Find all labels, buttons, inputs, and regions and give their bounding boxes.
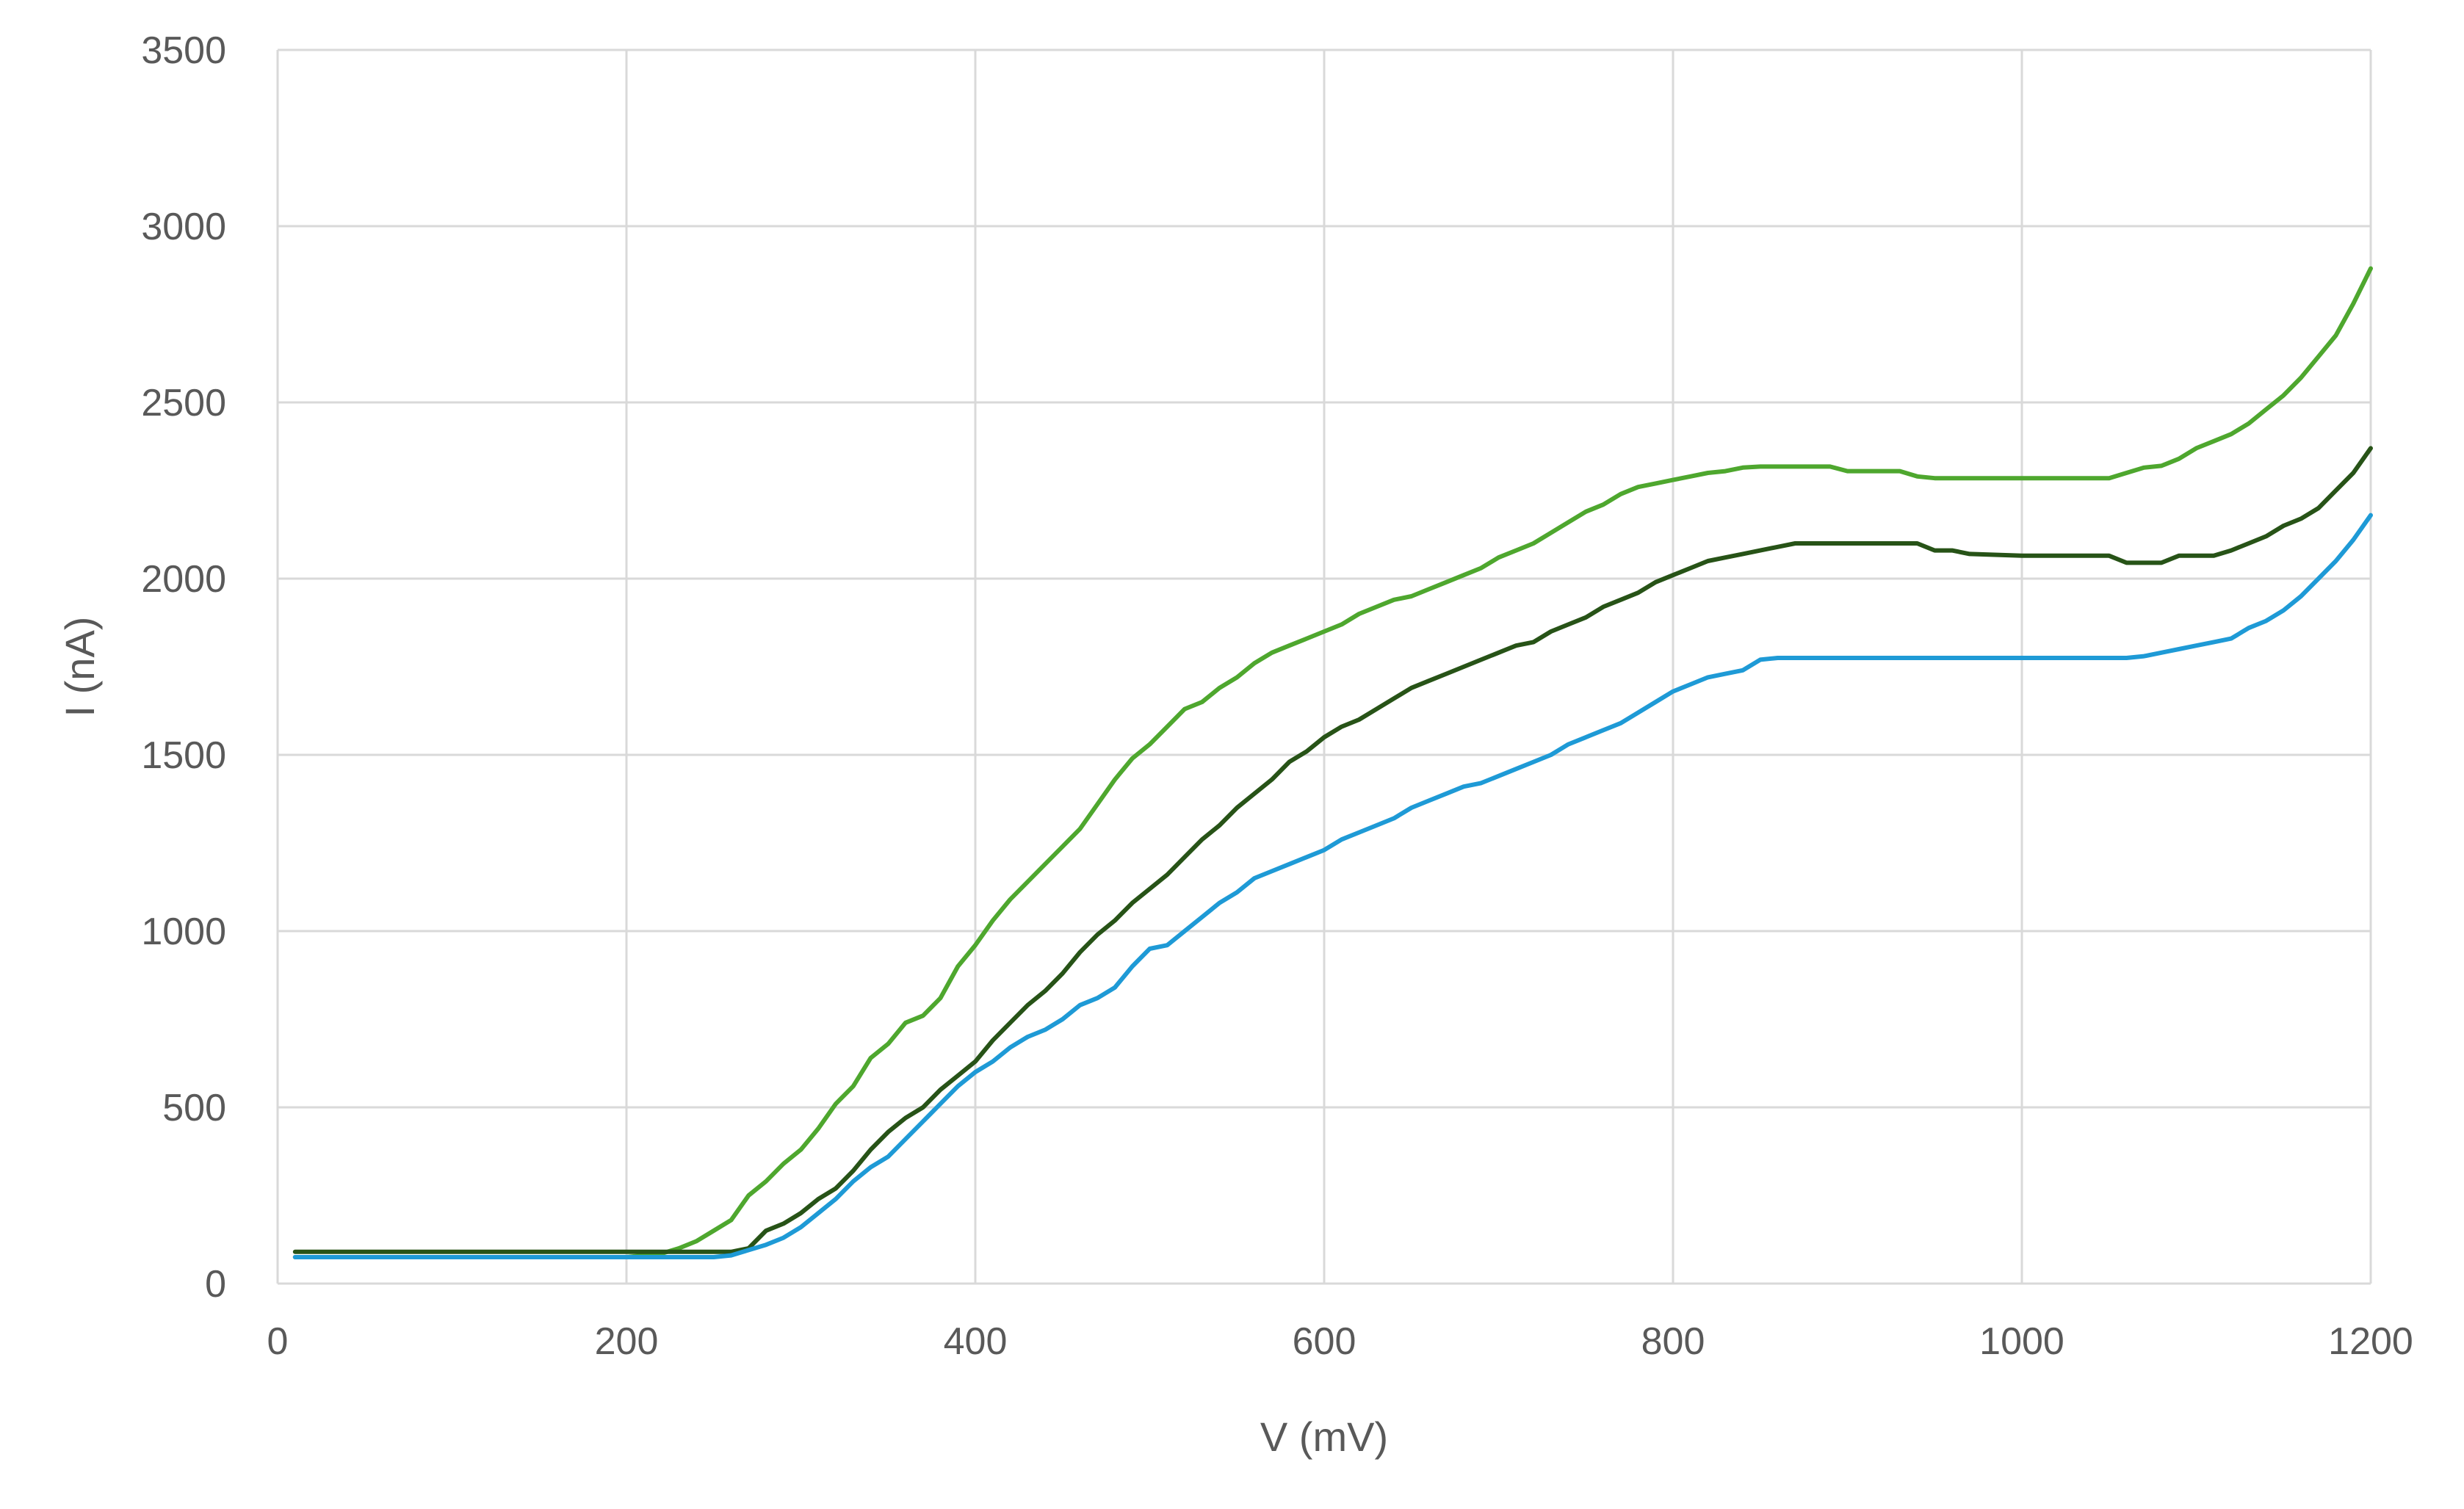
- y-tick-label: 2000: [141, 558, 226, 601]
- y-tick-label: 1000: [141, 911, 226, 953]
- x-tick-label: 800: [1641, 1320, 1705, 1363]
- y-axis-title: I (nA): [57, 617, 103, 717]
- x-tick-label: 1200: [2328, 1320, 2413, 1363]
- y-tick-labels: 0 500 1000 1500 2000 2500 3000 3500: [141, 29, 226, 1306]
- y-tick-label: 2500: [141, 382, 226, 424]
- series-line-3: [292, 513, 2373, 1259]
- x-tick-label: 600: [1293, 1320, 1356, 1363]
- y-tick-label: 500: [162, 1087, 226, 1129]
- series-lines: [292, 266, 2373, 1259]
- x-tick-label: 1000: [1979, 1320, 2064, 1363]
- y-tick-label: 3500: [141, 29, 226, 72]
- y-tick-label: 0: [205, 1263, 226, 1306]
- series-line-2: [292, 446, 2373, 1254]
- gridlines: [276, 48, 2372, 1285]
- y-tick-label: 3000: [141, 206, 226, 248]
- x-tick-labels: 0 200 400 600 800 1000 1200: [267, 1320, 2413, 1363]
- y-tick-label: 1500: [141, 734, 226, 777]
- series-line-1: [292, 266, 2373, 1259]
- x-tick-label: 200: [595, 1320, 659, 1363]
- x-axis-title: V (mV): [1260, 1414, 1388, 1460]
- x-tick-label: 400: [944, 1320, 1008, 1363]
- x-tick-label: 0: [267, 1320, 289, 1363]
